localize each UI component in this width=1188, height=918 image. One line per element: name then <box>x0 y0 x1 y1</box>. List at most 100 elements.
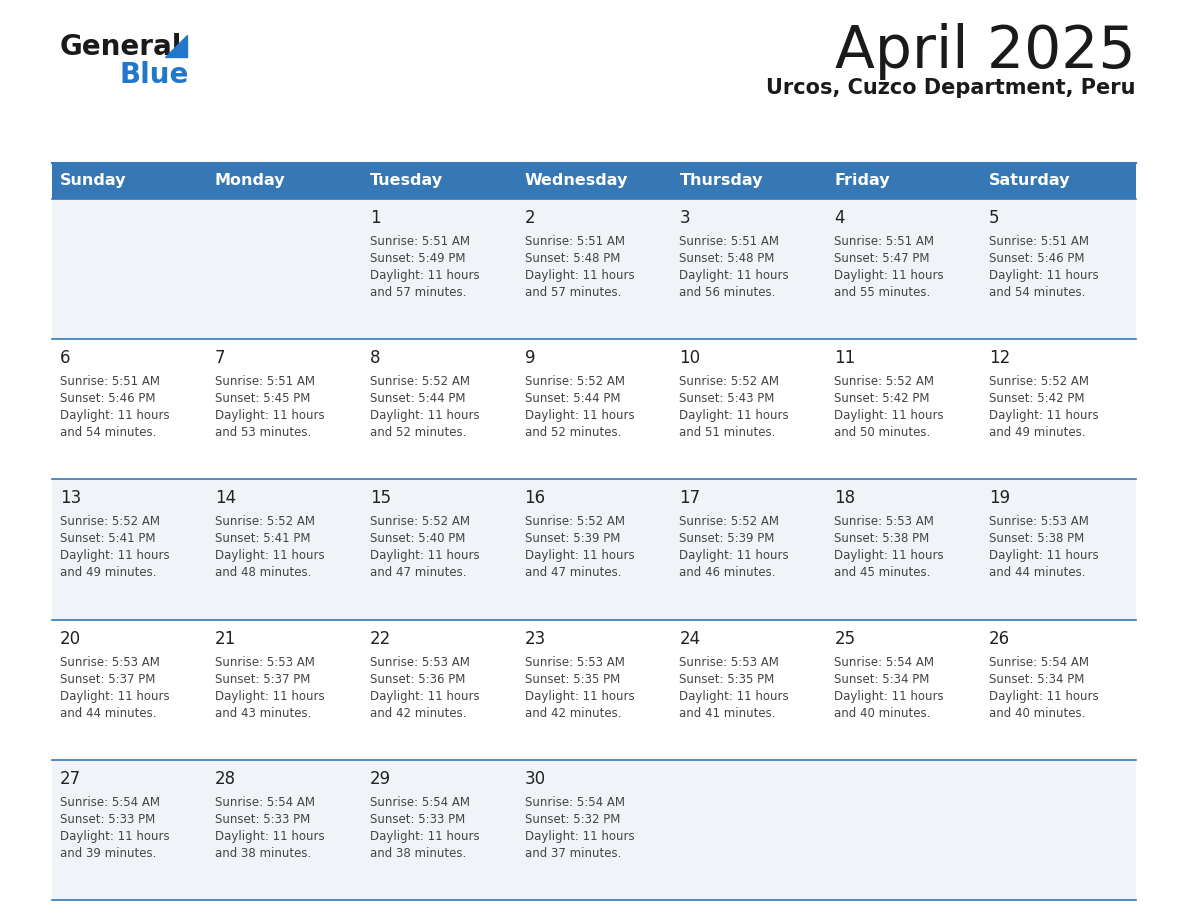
Text: Sunrise: 5:53 AM: Sunrise: 5:53 AM <box>61 655 160 668</box>
Text: and 52 minutes.: and 52 minutes. <box>525 426 621 439</box>
Text: Sunrise: 5:52 AM: Sunrise: 5:52 AM <box>525 515 625 529</box>
Text: 13: 13 <box>61 489 81 508</box>
Text: and 54 minutes.: and 54 minutes. <box>990 286 1086 299</box>
Bar <box>52 479 1136 620</box>
Text: 5: 5 <box>990 209 999 227</box>
Text: 23: 23 <box>525 630 545 647</box>
Text: and 54 minutes.: and 54 minutes. <box>61 426 157 439</box>
Text: Daylight: 11 hours: Daylight: 11 hours <box>834 549 944 563</box>
Text: General: General <box>61 33 183 61</box>
Text: 9: 9 <box>525 349 535 367</box>
Text: Daylight: 11 hours: Daylight: 11 hours <box>834 689 944 702</box>
Text: Sunset: 5:44 PM: Sunset: 5:44 PM <box>369 392 466 405</box>
Bar <box>52 199 1136 339</box>
Text: Saturday: Saturday <box>990 174 1070 188</box>
Text: Sunrise: 5:54 AM: Sunrise: 5:54 AM <box>215 796 315 809</box>
Text: and 57 minutes.: and 57 minutes. <box>525 286 621 299</box>
Text: Sunrise: 5:54 AM: Sunrise: 5:54 AM <box>834 655 934 668</box>
Text: Sunrise: 5:52 AM: Sunrise: 5:52 AM <box>680 375 779 388</box>
Text: and 53 minutes.: and 53 minutes. <box>215 426 311 439</box>
Text: Sunrise: 5:54 AM: Sunrise: 5:54 AM <box>525 796 625 809</box>
Text: Sunset: 5:37 PM: Sunset: 5:37 PM <box>61 673 156 686</box>
Text: 6: 6 <box>61 349 70 367</box>
Text: Sunrise: 5:52 AM: Sunrise: 5:52 AM <box>990 375 1089 388</box>
Text: Daylight: 11 hours: Daylight: 11 hours <box>61 830 170 843</box>
Text: Daylight: 11 hours: Daylight: 11 hours <box>990 549 1099 563</box>
Text: and 49 minutes.: and 49 minutes. <box>990 426 1086 439</box>
Text: Daylight: 11 hours: Daylight: 11 hours <box>369 269 479 282</box>
Text: Thursday: Thursday <box>680 174 763 188</box>
Text: Sunset: 5:48 PM: Sunset: 5:48 PM <box>525 252 620 265</box>
Text: Daylight: 11 hours: Daylight: 11 hours <box>680 269 789 282</box>
Bar <box>52 163 1136 199</box>
Text: Sunset: 5:39 PM: Sunset: 5:39 PM <box>680 532 775 545</box>
Text: Sunset: 5:34 PM: Sunset: 5:34 PM <box>990 673 1085 686</box>
Text: Sunrise: 5:52 AM: Sunrise: 5:52 AM <box>680 515 779 529</box>
Text: 8: 8 <box>369 349 380 367</box>
Text: and 47 minutes.: and 47 minutes. <box>525 566 621 579</box>
Text: Daylight: 11 hours: Daylight: 11 hours <box>369 549 479 563</box>
Text: 4: 4 <box>834 209 845 227</box>
Text: 3: 3 <box>680 209 690 227</box>
Text: 25: 25 <box>834 630 855 647</box>
Text: Daylight: 11 hours: Daylight: 11 hours <box>369 409 479 422</box>
Text: 18: 18 <box>834 489 855 508</box>
Text: Friday: Friday <box>834 174 890 188</box>
Text: and 47 minutes.: and 47 minutes. <box>369 566 466 579</box>
Text: Sunrise: 5:52 AM: Sunrise: 5:52 AM <box>215 515 315 529</box>
Text: Monday: Monday <box>215 174 285 188</box>
Text: and 40 minutes.: and 40 minutes. <box>834 707 930 720</box>
Text: Tuesday: Tuesday <box>369 174 443 188</box>
Text: Sunset: 5:48 PM: Sunset: 5:48 PM <box>680 252 775 265</box>
Text: Daylight: 11 hours: Daylight: 11 hours <box>525 409 634 422</box>
Text: Sunset: 5:47 PM: Sunset: 5:47 PM <box>834 252 930 265</box>
Text: Sunrise: 5:54 AM: Sunrise: 5:54 AM <box>990 655 1089 668</box>
Text: Sunset: 5:41 PM: Sunset: 5:41 PM <box>61 532 156 545</box>
Text: 2: 2 <box>525 209 536 227</box>
Text: Daylight: 11 hours: Daylight: 11 hours <box>525 689 634 702</box>
Text: 30: 30 <box>525 770 545 788</box>
Text: Daylight: 11 hours: Daylight: 11 hours <box>990 409 1099 422</box>
Text: and 38 minutes.: and 38 minutes. <box>215 846 311 860</box>
Text: and 50 minutes.: and 50 minutes. <box>834 426 930 439</box>
Text: Sunset: 5:37 PM: Sunset: 5:37 PM <box>215 673 310 686</box>
Text: Sunset: 5:44 PM: Sunset: 5:44 PM <box>525 392 620 405</box>
Text: Sunset: 5:46 PM: Sunset: 5:46 PM <box>990 252 1085 265</box>
Text: Sunrise: 5:53 AM: Sunrise: 5:53 AM <box>680 655 779 668</box>
Text: Sunrise: 5:51 AM: Sunrise: 5:51 AM <box>369 235 469 248</box>
Text: 1: 1 <box>369 209 380 227</box>
Text: 19: 19 <box>990 489 1010 508</box>
Text: and 41 minutes.: and 41 minutes. <box>680 707 776 720</box>
Text: and 45 minutes.: and 45 minutes. <box>834 566 930 579</box>
Text: 22: 22 <box>369 630 391 647</box>
Text: Daylight: 11 hours: Daylight: 11 hours <box>369 830 479 843</box>
Text: Sunset: 5:35 PM: Sunset: 5:35 PM <box>525 673 620 686</box>
Text: 14: 14 <box>215 489 236 508</box>
Text: Sunrise: 5:52 AM: Sunrise: 5:52 AM <box>834 375 934 388</box>
Text: Sunrise: 5:53 AM: Sunrise: 5:53 AM <box>525 655 625 668</box>
Text: and 48 minutes.: and 48 minutes. <box>215 566 311 579</box>
Text: Sunrise: 5:51 AM: Sunrise: 5:51 AM <box>525 235 625 248</box>
Text: Sunrise: 5:54 AM: Sunrise: 5:54 AM <box>369 796 469 809</box>
Text: 27: 27 <box>61 770 81 788</box>
Text: 12: 12 <box>990 349 1010 367</box>
Text: Daylight: 11 hours: Daylight: 11 hours <box>215 409 324 422</box>
Text: 29: 29 <box>369 770 391 788</box>
Text: and 42 minutes.: and 42 minutes. <box>525 707 621 720</box>
Text: and 42 minutes.: and 42 minutes. <box>369 707 466 720</box>
Bar <box>52 760 1136 900</box>
Text: Daylight: 11 hours: Daylight: 11 hours <box>680 689 789 702</box>
Text: Daylight: 11 hours: Daylight: 11 hours <box>61 689 170 702</box>
Text: and 46 minutes.: and 46 minutes. <box>680 566 776 579</box>
Text: and 57 minutes.: and 57 minutes. <box>369 286 466 299</box>
Text: Daylight: 11 hours: Daylight: 11 hours <box>834 409 944 422</box>
Text: 11: 11 <box>834 349 855 367</box>
Text: Sunrise: 5:53 AM: Sunrise: 5:53 AM <box>990 515 1089 529</box>
Text: Daylight: 11 hours: Daylight: 11 hours <box>990 689 1099 702</box>
Bar <box>52 620 1136 760</box>
Text: and 43 minutes.: and 43 minutes. <box>215 707 311 720</box>
Text: Daylight: 11 hours: Daylight: 11 hours <box>680 549 789 563</box>
Text: Sunrise: 5:51 AM: Sunrise: 5:51 AM <box>990 235 1089 248</box>
Text: Sunrise: 5:52 AM: Sunrise: 5:52 AM <box>369 515 469 529</box>
Text: Daylight: 11 hours: Daylight: 11 hours <box>525 549 634 563</box>
